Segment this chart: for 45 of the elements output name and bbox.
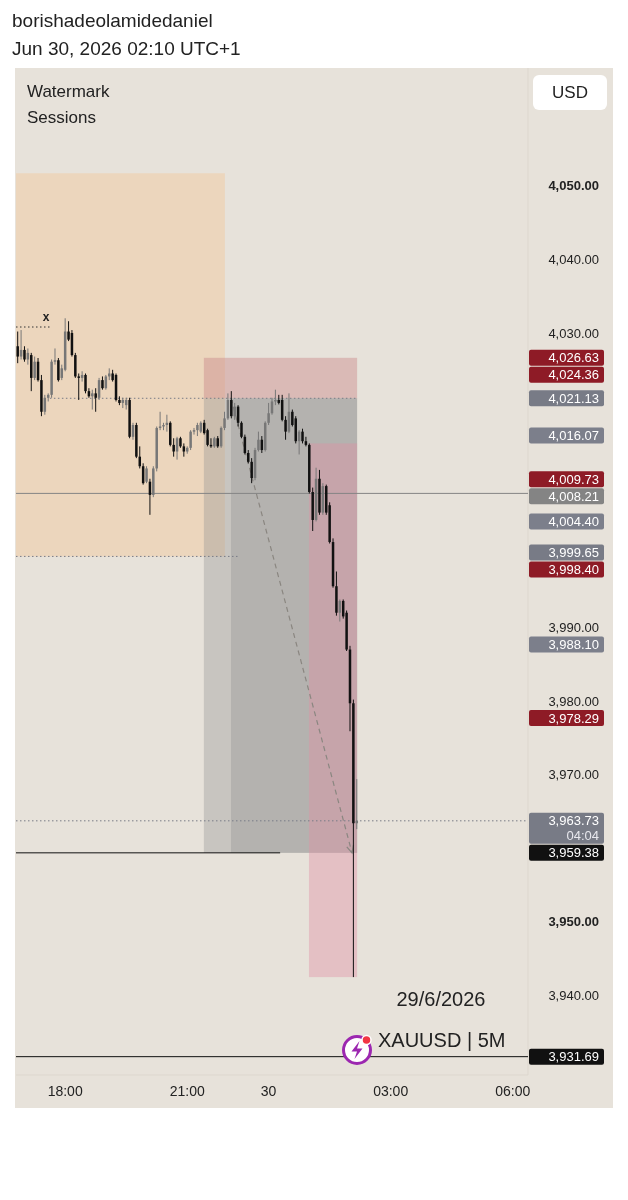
text: 4,009.73 — [548, 471, 599, 487]
candlestick — [94, 387, 97, 413]
y-tick-label: 3,970.00 — [548, 767, 599, 783]
annotation: 29/6/2026 — [396, 988, 486, 1010]
text: USD — [552, 83, 588, 102]
text: 04:04 — [566, 828, 599, 844]
y-tick-label: 3,990.00 — [548, 619, 599, 635]
annotation: Watermark — [27, 82, 110, 101]
text: 3,988.10 — [548, 636, 599, 652]
text: 4,024.36 — [548, 367, 599, 383]
y-tick-label: 4,030.00 — [548, 325, 599, 341]
x-tick-label: 30 — [260, 1083, 277, 1099]
candlestick — [57, 357, 60, 383]
text: 3,999.65 — [548, 545, 599, 560]
candlestick — [91, 389, 94, 411]
candlestick — [16, 331, 19, 364]
annotation: x — [42, 310, 50, 324]
x-tick-label: 18:00 — [47, 1083, 83, 1099]
y-tick-label: 4,050.00 — [548, 178, 599, 194]
text: 3,959.38 — [548, 845, 599, 861]
text: 3,998.40 — [548, 562, 599, 577]
candlestick — [30, 352, 33, 392]
ref-line-label: 4,008.21 — [548, 488, 599, 504]
candlestick — [33, 356, 36, 381]
y-tick-label: 3,980.00 — [548, 693, 599, 709]
x-tick-label: 03:00 — [373, 1083, 409, 1099]
text: 4,016.07 — [548, 428, 599, 443]
ref-line-label: 3,931.69 — [548, 1049, 599, 1065]
text: 4,004.40 — [548, 513, 599, 529]
candlestick — [84, 372, 87, 394]
ref-line-label: 3,963.73 — [548, 813, 599, 829]
candlestick — [189, 429, 192, 451]
chart-subtitle: Jun 30, 2026 02:10 UTC+1 — [12, 38, 241, 59]
annotation: XAUUSD | 5M — [378, 1029, 506, 1051]
x-tick-label: 06:00 — [495, 1083, 531, 1099]
text: 4,021.13 — [548, 390, 599, 406]
x-tick-label: 21:00 — [169, 1083, 205, 1099]
text: 3,978.29 — [548, 710, 599, 726]
text: 4,026.63 — [548, 350, 599, 366]
y-tick-label: 3,940.00 — [548, 988, 599, 1003]
annotation: Sessions — [27, 108, 96, 127]
candlestick — [230, 390, 233, 419]
chart-title: borishadeolamidedaniel — [12, 10, 213, 31]
y-tick-label: 3,950.00 — [548, 914, 599, 930]
y-tick-label: 4,040.00 — [548, 251, 599, 267]
